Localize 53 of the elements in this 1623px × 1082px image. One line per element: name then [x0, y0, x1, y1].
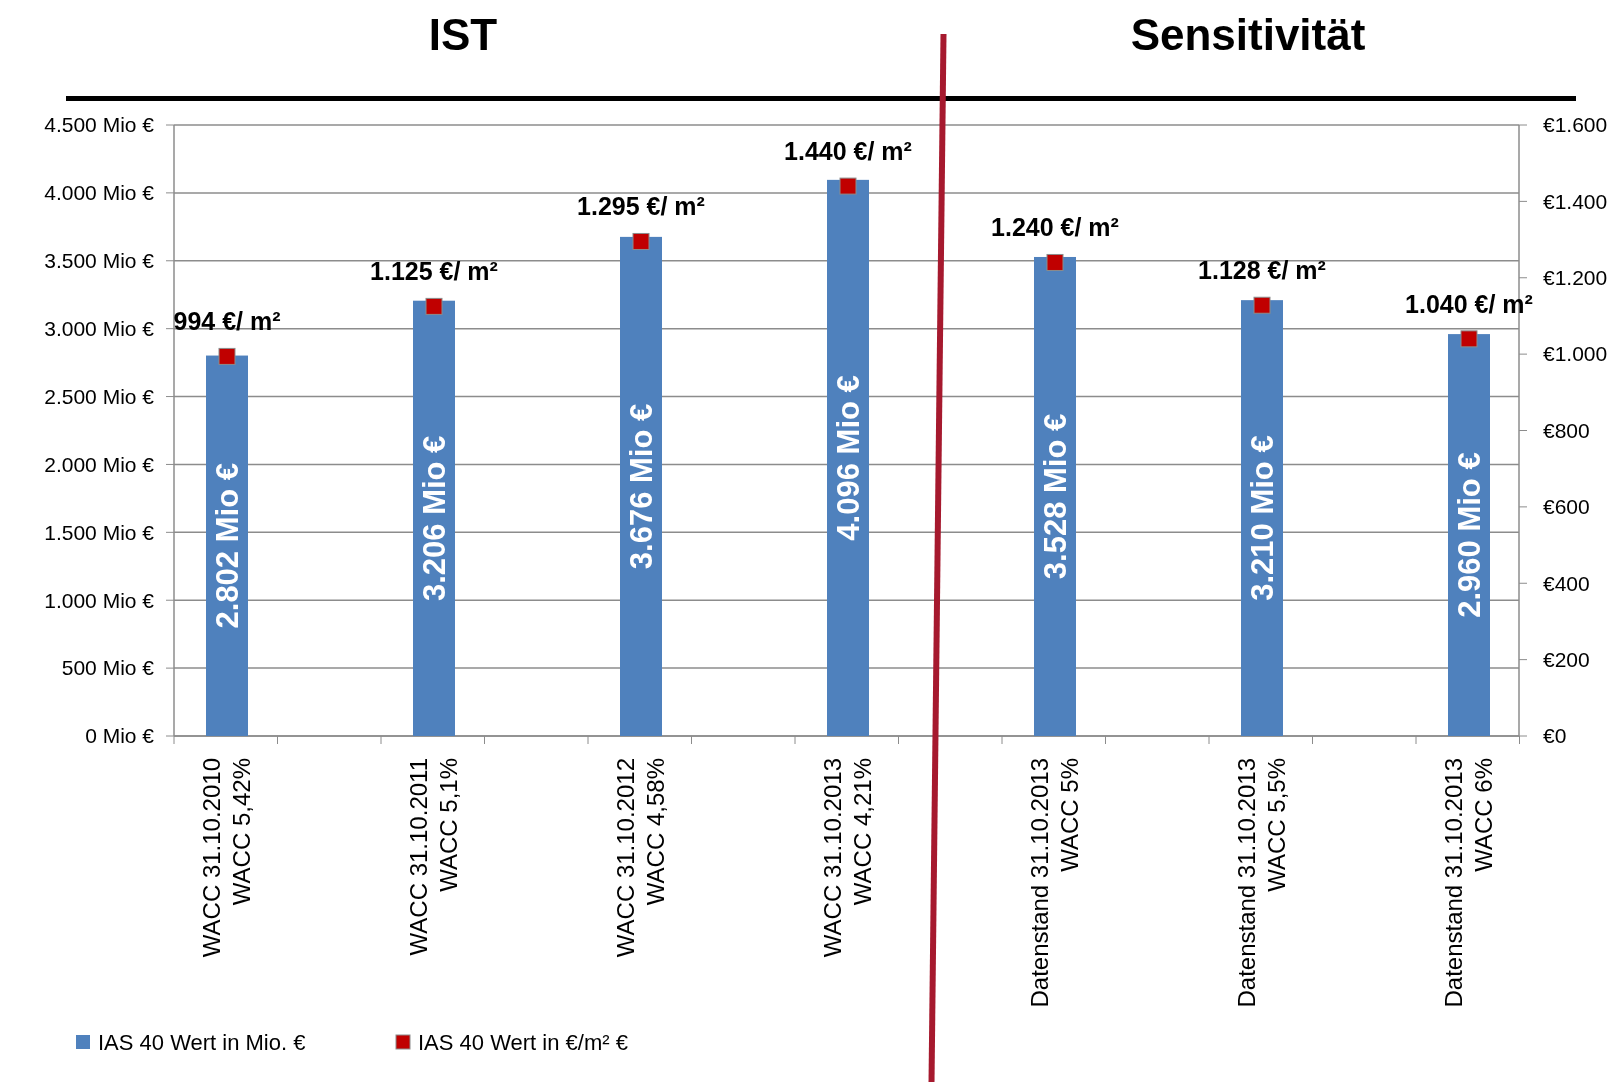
- data-label: 2.802 Mio €: [210, 463, 245, 629]
- data-label: 3.528 Mio €: [1038, 413, 1073, 580]
- x-tick-label: WACC 31.10.2013 WACC 4,21%: [819, 758, 876, 958]
- y-tick-label: 2.500 Mio €: [44, 384, 155, 408]
- y-tick-label: 2.000 Mio €: [44, 452, 155, 476]
- y2-tick-label: €1.400: [1543, 189, 1608, 213]
- bar: [827, 179, 869, 736]
- data-label: 1.295 €/ m²: [577, 192, 705, 221]
- text: IST: [428, 10, 498, 59]
- y-tick-label: 3.000 Mio €: [44, 317, 155, 341]
- point: [839, 177, 857, 195]
- point: [218, 347, 236, 365]
- data-label: 1.125 €/ m²: [370, 257, 498, 286]
- y2-tick-label: €600: [1543, 495, 1590, 519]
- data-label: 1.128 €/ m²: [1198, 256, 1326, 285]
- text: Sensitivität: [1130, 10, 1366, 59]
- y-tick-label: 3.500 Mio €: [44, 249, 155, 273]
- legend-label: IAS 40 Wert in €/m² €: [418, 1029, 628, 1055]
- y-tick-label: 4.500 Mio €: [44, 113, 155, 137]
- y2-tick-label: €1.600: [1543, 113, 1608, 137]
- y2-tick-label: €0: [1543, 724, 1567, 748]
- x-tick-label: Datenstand 31.10.2013 WACC 5%: [1026, 758, 1083, 1008]
- point: [1460, 330, 1478, 348]
- data-label: 3.676 Mio €: [624, 403, 659, 570]
- y-tick-label: 0 Mio €: [85, 724, 155, 748]
- point: [632, 232, 650, 250]
- y-tick-label: 500 Mio €: [61, 656, 155, 680]
- data-label: 2.960 Mio €: [1452, 452, 1487, 618]
- data-label: 1.240 €/ m²: [991, 213, 1119, 242]
- bar: [620, 236, 662, 736]
- y2-tick-label: €800: [1543, 418, 1590, 442]
- data-label: 1.440 €/ m²: [784, 137, 912, 166]
- y-tick-label: 1.000 Mio €: [44, 588, 155, 612]
- y2-tick-label: €1.200: [1543, 266, 1608, 290]
- point: [1253, 296, 1271, 314]
- x-tick-label: Datenstand 31.10.2013 WACC 6%: [1440, 758, 1497, 1008]
- x-tick-label: Datenstand 31.10.2013 WACC 5,5%: [1233, 758, 1290, 1008]
- x-tick-label: WACC 31.10.2011 WACC 5,1%: [405, 758, 462, 956]
- data-label: 994 €/ m²: [173, 307, 281, 336]
- point: [1046, 253, 1064, 271]
- y-tick-label: 4.000 Mio €: [44, 181, 155, 205]
- data-label: 3.206 Mio €: [417, 435, 452, 602]
- legend-label: IAS 40 Wert in Mio. €: [98, 1029, 306, 1055]
- data-label: 3.210 Mio €: [1245, 435, 1280, 601]
- y2-tick-label: €1.000: [1543, 342, 1608, 366]
- y2-tick-label: €200: [1543, 647, 1590, 671]
- data-label: 1.040 €/ m²: [1405, 289, 1533, 318]
- x-tick-label: WACC 31.10.2010 WACC 5,42%: [198, 758, 255, 958]
- y-tick-label: 1.500 Mio €: [44, 520, 155, 544]
- point: [425, 297, 443, 315]
- data-label: 4.096 Mio €: [831, 375, 866, 541]
- x-tick-label: WACC 31.10.2012 WACC 4,58%: [612, 758, 669, 958]
- y2-tick-label: €400: [1543, 571, 1590, 595]
